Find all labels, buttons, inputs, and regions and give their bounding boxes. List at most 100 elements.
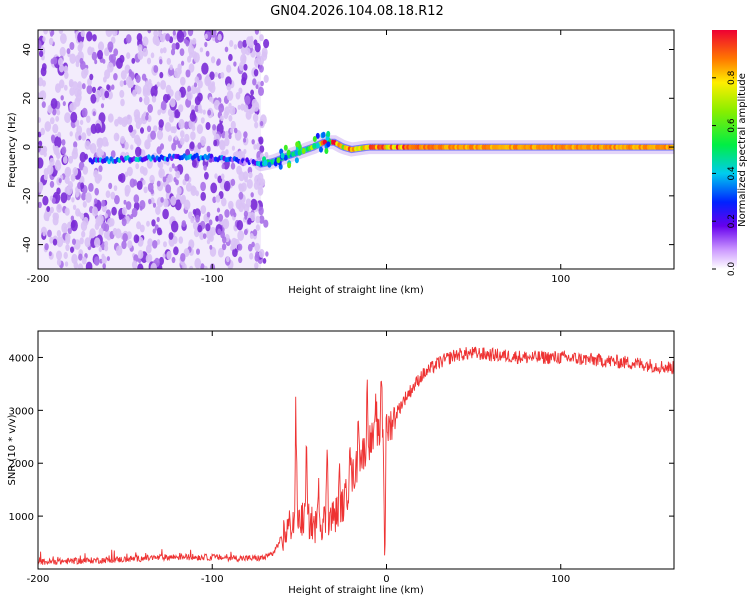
noise-blob <box>255 224 260 232</box>
noise-blob <box>93 198 98 205</box>
noise-blob <box>140 127 144 134</box>
noise-blob <box>136 85 142 95</box>
noise-blob <box>38 157 44 169</box>
noise-blob <box>81 107 88 118</box>
ridge-scatter <box>326 141 331 148</box>
noise-blob <box>152 240 158 249</box>
ridge-scatter <box>283 144 288 151</box>
noise-blob <box>85 192 92 203</box>
noise-blob <box>200 191 206 201</box>
noise-blob <box>66 48 71 55</box>
noise-blob <box>146 220 150 227</box>
noise-blob <box>92 86 96 94</box>
noise-blob <box>80 182 85 189</box>
noise-blob <box>160 80 167 90</box>
noise-blob <box>204 75 211 87</box>
noise-blob <box>141 73 147 81</box>
noise-blob <box>224 106 231 116</box>
noise-blob <box>150 130 157 140</box>
noise-blob <box>221 163 225 170</box>
noise-blob <box>254 30 259 35</box>
noise-blob <box>212 124 217 131</box>
noise-blob <box>70 219 78 232</box>
noise-blob <box>162 208 169 220</box>
noise-blob <box>103 76 107 83</box>
noise-blob <box>110 191 116 200</box>
noise-blob <box>106 84 110 91</box>
noise-blob <box>113 132 120 142</box>
noise-blob <box>145 140 151 150</box>
noise-blob <box>69 53 76 64</box>
noise-blob <box>71 253 78 265</box>
noise-blob <box>199 47 204 53</box>
noise-blob <box>129 178 136 188</box>
noise-blob <box>210 182 218 194</box>
noise-blob <box>231 145 235 151</box>
noise-blob <box>237 230 245 242</box>
noise-blob <box>157 109 162 116</box>
noise-blob <box>214 173 218 179</box>
noise-blob <box>98 246 103 253</box>
noise-blob <box>156 227 162 236</box>
noise-blob <box>165 84 172 95</box>
noise-blob <box>253 69 259 77</box>
noise-blob <box>70 246 74 253</box>
noise-blob <box>197 142 202 150</box>
noise-blob <box>62 156 68 164</box>
noise-blob <box>209 71 215 80</box>
noise-blob <box>145 254 151 263</box>
spectrogram-x-label: Height of straight line (km) <box>288 285 424 296</box>
noise-blob <box>180 130 185 138</box>
noise-blob <box>56 250 62 261</box>
ridge-scatter <box>287 162 292 169</box>
noise-blob <box>86 115 91 123</box>
noise-blob <box>97 214 104 225</box>
ridge-point <box>165 156 170 162</box>
noise-blob <box>79 151 87 163</box>
noise-blob <box>147 30 152 34</box>
noise-blob <box>228 115 233 122</box>
noise-blob <box>63 84 68 91</box>
snr-y-label: SNR (10 * v/v) <box>7 414 18 485</box>
noise-blob <box>110 150 116 159</box>
noise-blob <box>215 37 219 43</box>
noise-blob <box>248 171 253 179</box>
noise-blob <box>187 30 194 37</box>
noise-blob <box>90 94 97 104</box>
noise-blob <box>107 62 114 73</box>
noise-blob <box>242 39 248 48</box>
noise-blob <box>159 59 163 65</box>
noise-blob <box>69 131 73 137</box>
noise-blob <box>244 229 248 236</box>
noise-blob <box>135 163 140 170</box>
noise-blob <box>128 124 134 133</box>
noise-blob <box>124 189 130 197</box>
noise-blob <box>185 249 190 256</box>
noise-blob <box>204 41 208 48</box>
ridge-scatter <box>301 148 306 154</box>
noise-blob <box>125 114 133 125</box>
noise-blob <box>102 59 106 64</box>
noise-blob <box>94 123 102 134</box>
noise-blob <box>102 263 106 269</box>
noise-blob <box>171 256 176 264</box>
ridge-scatter <box>312 142 317 149</box>
noise-blob <box>196 124 203 135</box>
noise-blob <box>94 173 102 184</box>
noise-blob <box>229 105 236 116</box>
noise-blob <box>233 212 237 218</box>
noise-blob <box>136 180 143 190</box>
noise-blob <box>80 220 88 232</box>
noise-blob <box>71 197 75 203</box>
noise-blob <box>169 166 173 173</box>
noise-blob <box>197 105 202 111</box>
noise-blob <box>53 145 60 156</box>
noise-blob <box>241 72 248 82</box>
noise-blob <box>42 36 46 42</box>
noise-blob <box>180 196 186 205</box>
noise-blob <box>197 79 203 89</box>
noise-blob <box>259 145 265 153</box>
noise-blob <box>200 263 205 269</box>
noise-blob <box>137 249 144 259</box>
noise-blob <box>153 65 159 73</box>
